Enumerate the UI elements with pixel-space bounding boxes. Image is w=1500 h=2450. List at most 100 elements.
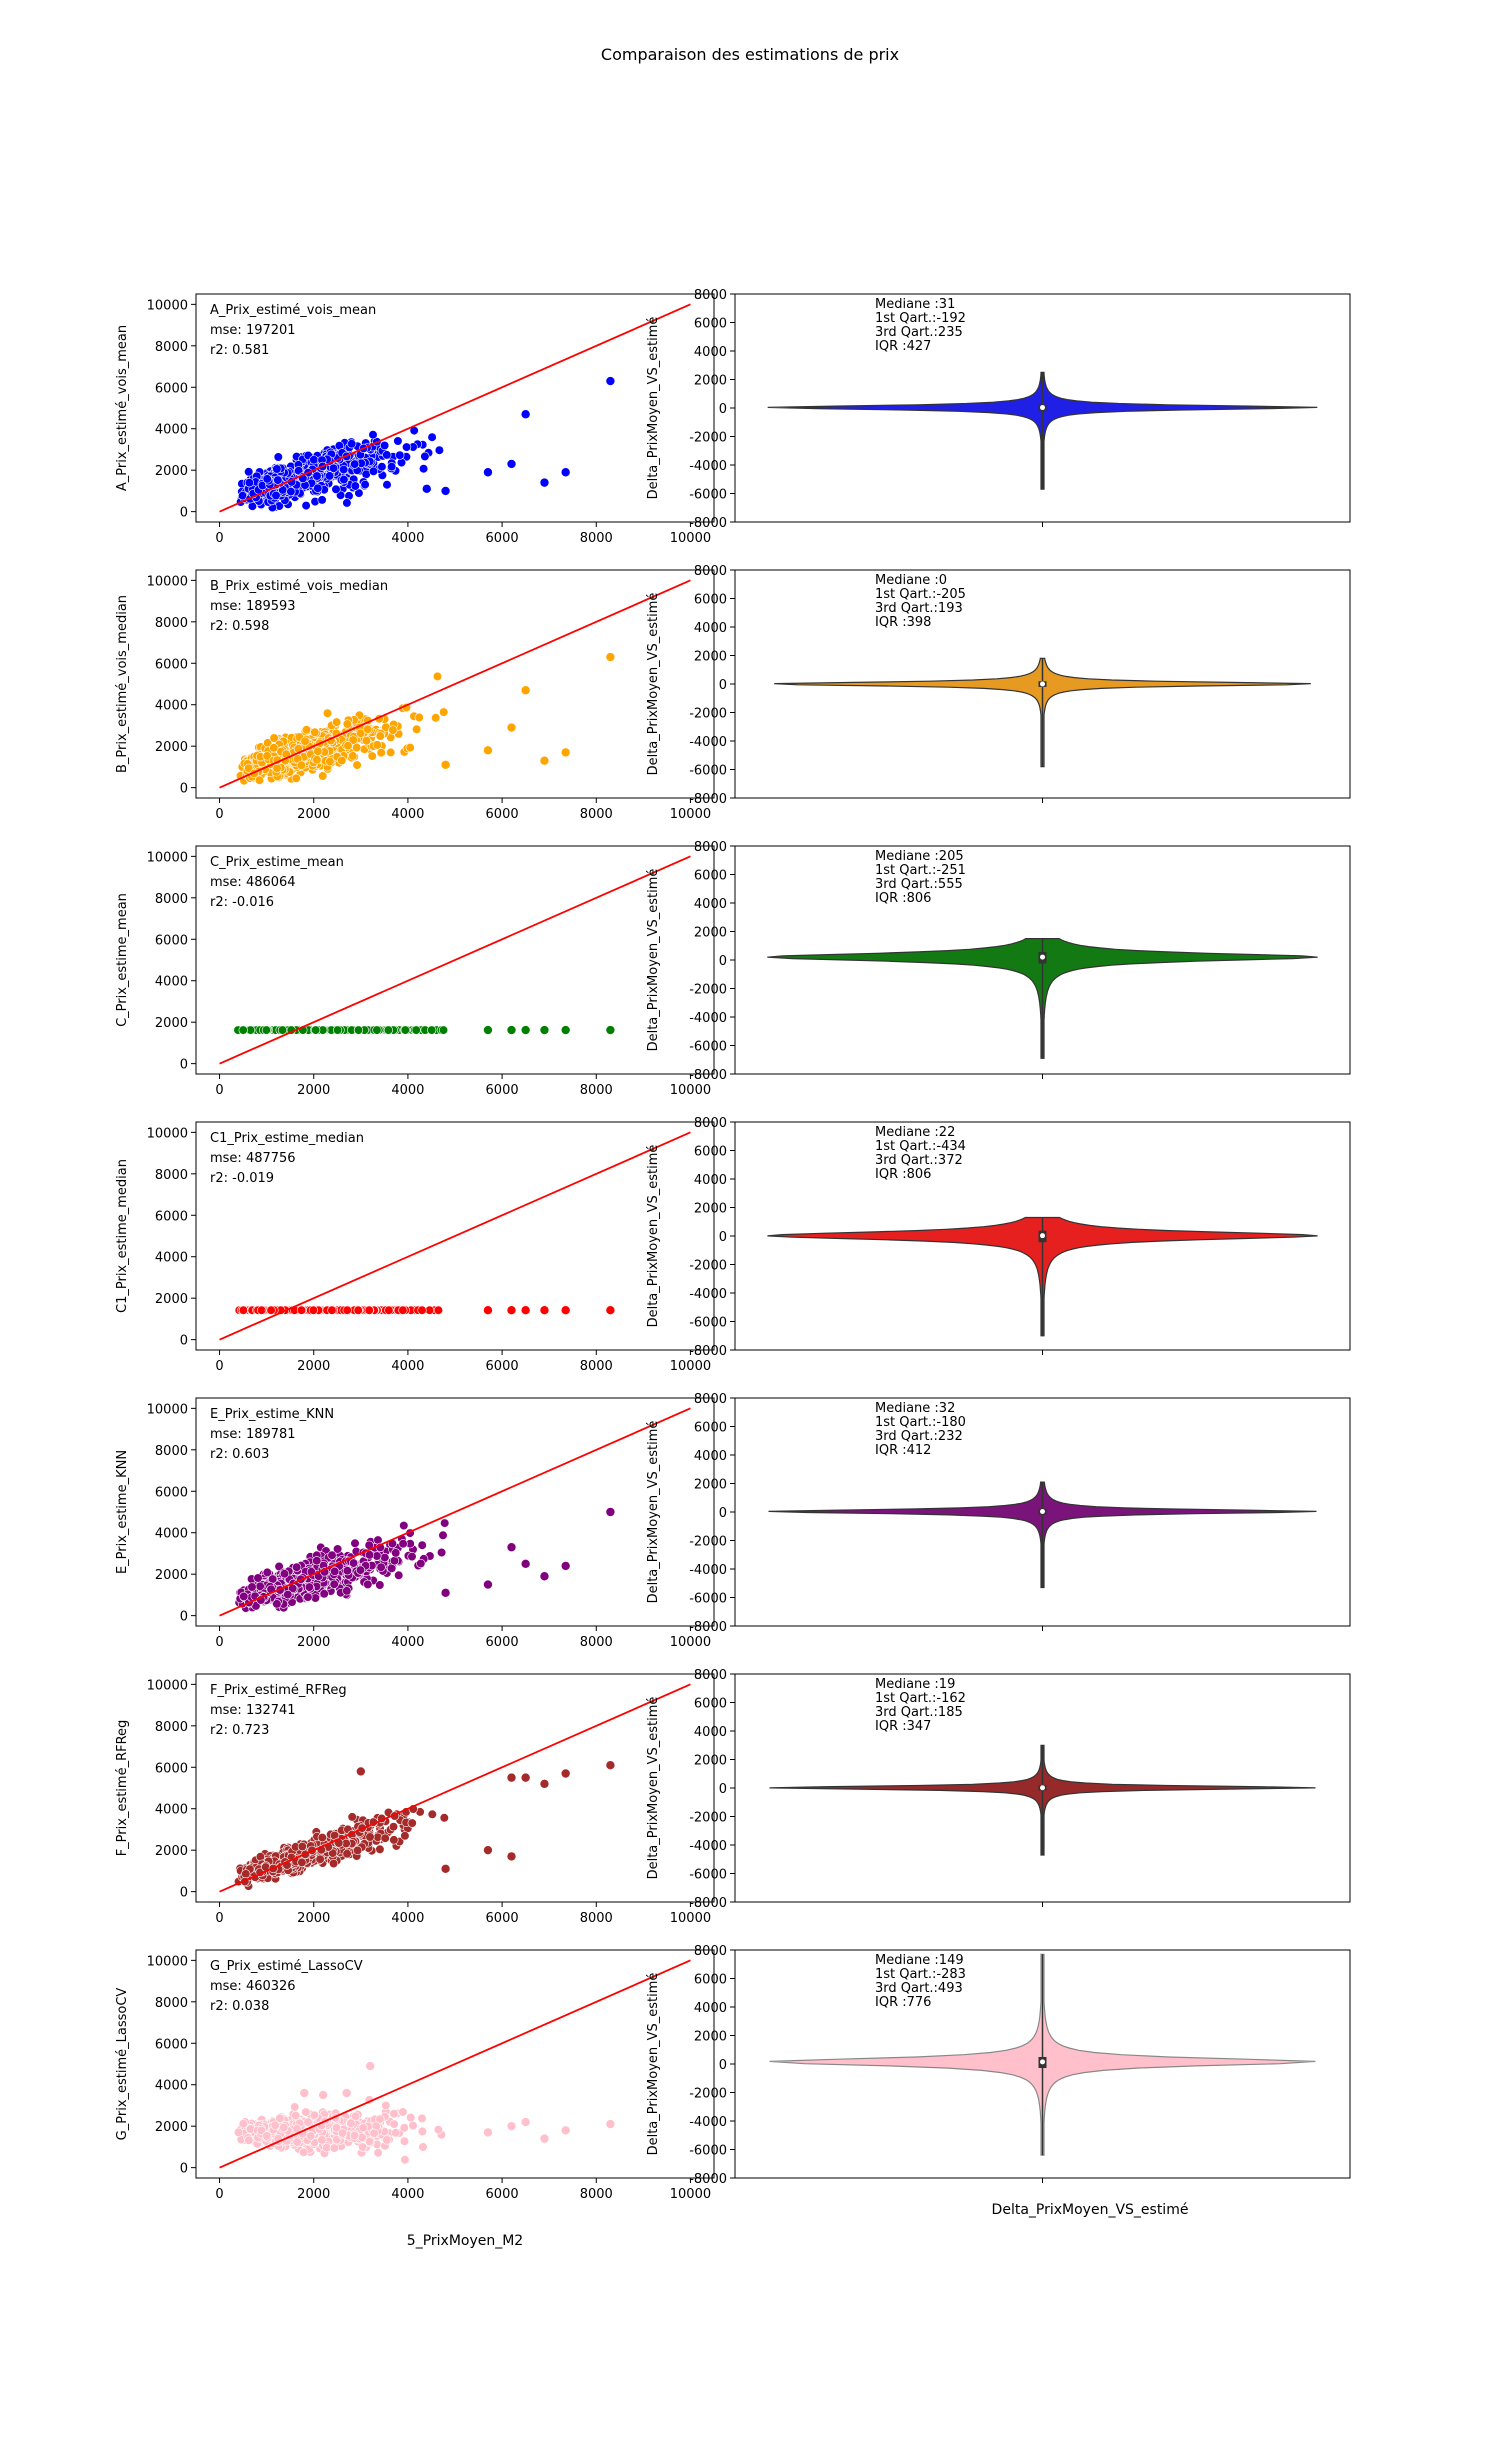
violin-y-tick-label: -8000: [689, 1896, 727, 1911]
scatter-point: [539, 1779, 550, 1789]
scatter-point: [327, 1550, 337, 1560]
x-tick-label: 8000: [580, 2187, 613, 2202]
scatter-point: [329, 1858, 339, 1869]
scatter-point: [416, 1558, 426, 1569]
scatter-point: [279, 1569, 290, 1579]
violin-median-dot: [1040, 1785, 1045, 1791]
scatter-points: [235, 652, 616, 786]
scatter-point: [440, 1588, 451, 1598]
violin-y-tick-label: -4000: [689, 735, 727, 750]
violin-stat-median: Mediane :32: [875, 1401, 955, 1416]
scatter-point: [312, 1556, 322, 1566]
violin-y-axis-label: Delta_PrixMoyen_VS_estimé: [646, 869, 661, 1052]
x-tick-label: 4000: [391, 807, 424, 822]
scatter-point: [363, 1579, 373, 1589]
violin-y-tick-label: 4000: [694, 345, 727, 360]
scatter-point: [331, 484, 341, 494]
y-tick-label: 10000: [147, 1402, 188, 1417]
panel-3: 0 2000 4000 6000 8000 10000020004000600080001…: [115, 840, 1351, 1098]
scatter-point: [605, 376, 616, 386]
y-tick-label: 10000: [147, 1678, 188, 1693]
violin-y-tick-label: -8000: [689, 792, 727, 807]
scatter-point: [315, 1854, 325, 1864]
y-tick-label: 0: [180, 1886, 188, 1901]
violin-y-tick-label: -4000: [689, 1839, 727, 1854]
scatter-point: [539, 1025, 550, 1035]
y-tick-label: 2000: [155, 1568, 188, 1583]
scatter-points: [234, 1760, 616, 1891]
scatter-point: [339, 475, 349, 485]
x-tick-label: 6000: [486, 1635, 519, 1650]
scatter-point: [395, 450, 405, 460]
x-tick-label: 4000: [391, 1359, 424, 1374]
scatter-point: [483, 1305, 493, 1316]
scatter-point: [347, 439, 357, 449]
violin-y-tick-label: -8000: [689, 1620, 727, 1635]
scatter-point: [483, 1025, 493, 1035]
scatter-point: [405, 742, 415, 753]
scatter-point: [375, 1580, 385, 1590]
scatter-point: [300, 736, 310, 746]
scatter-points: [236, 376, 616, 513]
x-tick-label: 6000: [486, 807, 519, 822]
scatter-point: [560, 1561, 571, 1571]
scatter-point: [400, 1025, 410, 1035]
scatter-point: [317, 1832, 327, 1843]
scatter-point: [342, 1849, 352, 1859]
scatter-annotation-r2: r2: 0.581: [210, 343, 269, 358]
y-tick-label: 6000: [155, 657, 188, 672]
scatter-point: [239, 1591, 249, 1601]
y-tick-label: 4000: [155, 1527, 188, 1542]
scatter-point: [539, 755, 550, 766]
x-tick-label: 0: [215, 1635, 223, 1650]
panel-7: 0 2000 4000 6000 8000 10000020004000600080001…: [115, 1944, 1351, 2202]
x-tick-label: 10000: [670, 1911, 711, 1926]
scatter-point: [506, 1305, 517, 1316]
violin-y-tick-label: -6000: [689, 764, 727, 779]
scatter-point: [297, 1857, 307, 1867]
scatter-point: [303, 1592, 313, 1602]
scatter-point: [375, 1844, 385, 1854]
violin-stat-q3: 3rd Qart.:235: [875, 325, 963, 340]
scatter-point: [520, 1025, 531, 1035]
violin-y-tick-label: -6000: [689, 488, 727, 503]
scatter-point: [427, 1809, 437, 1819]
scatter-point: [272, 1599, 282, 1609]
x-tick-label: 2000: [297, 1359, 330, 1374]
scatter-point: [353, 1845, 363, 1855]
scatter-point: [368, 466, 379, 476]
scatter-point: [349, 1558, 359, 1568]
y-tick-label: 6000: [155, 933, 188, 948]
scatter-point: [412, 724, 422, 734]
x-tick-label: 4000: [391, 1911, 424, 1926]
scatter-point: [313, 483, 323, 493]
scatter-point: [262, 474, 272, 484]
scatter-point: [506, 1851, 517, 1862]
violin-stat-median: Mediane :0: [875, 573, 947, 588]
scatter-point: [383, 1025, 394, 1035]
scatter-point: [560, 1025, 571, 1035]
scatter-annotation-mse: mse: 189593: [210, 599, 296, 614]
violin-stat-q3: 3rd Qart.:232: [875, 1429, 963, 1444]
y-tick-label: 8000: [155, 340, 188, 355]
violin-y-tick-label: 6000: [694, 869, 727, 884]
violin-y-tick-label: 8000: [694, 288, 727, 303]
scatter-point: [352, 742, 362, 753]
violin-stat-iqr: IQR :427: [875, 339, 931, 354]
x-tick-label: 2000: [297, 1083, 330, 1098]
scatter-point: [539, 1571, 550, 1582]
scatter-point: [241, 1869, 251, 1879]
x-tick-label: 8000: [580, 1911, 613, 1926]
scatter-point: [348, 751, 358, 761]
x-tick-label: 2000: [297, 531, 330, 546]
scatter-point: [560, 747, 571, 758]
scatter-point: [399, 2136, 410, 2146]
scatter-point: [361, 736, 372, 746]
scatter-point: [347, 1812, 357, 1822]
x-tick-label: 0: [215, 1911, 223, 1926]
x-tick-label: 0: [215, 1359, 223, 1374]
violin-stat-q1: 1st Qart.:-192: [875, 311, 966, 326]
scatter-point: [372, 1025, 382, 1035]
scatter-point: [437, 1547, 447, 1558]
scatter-point: [377, 462, 387, 472]
